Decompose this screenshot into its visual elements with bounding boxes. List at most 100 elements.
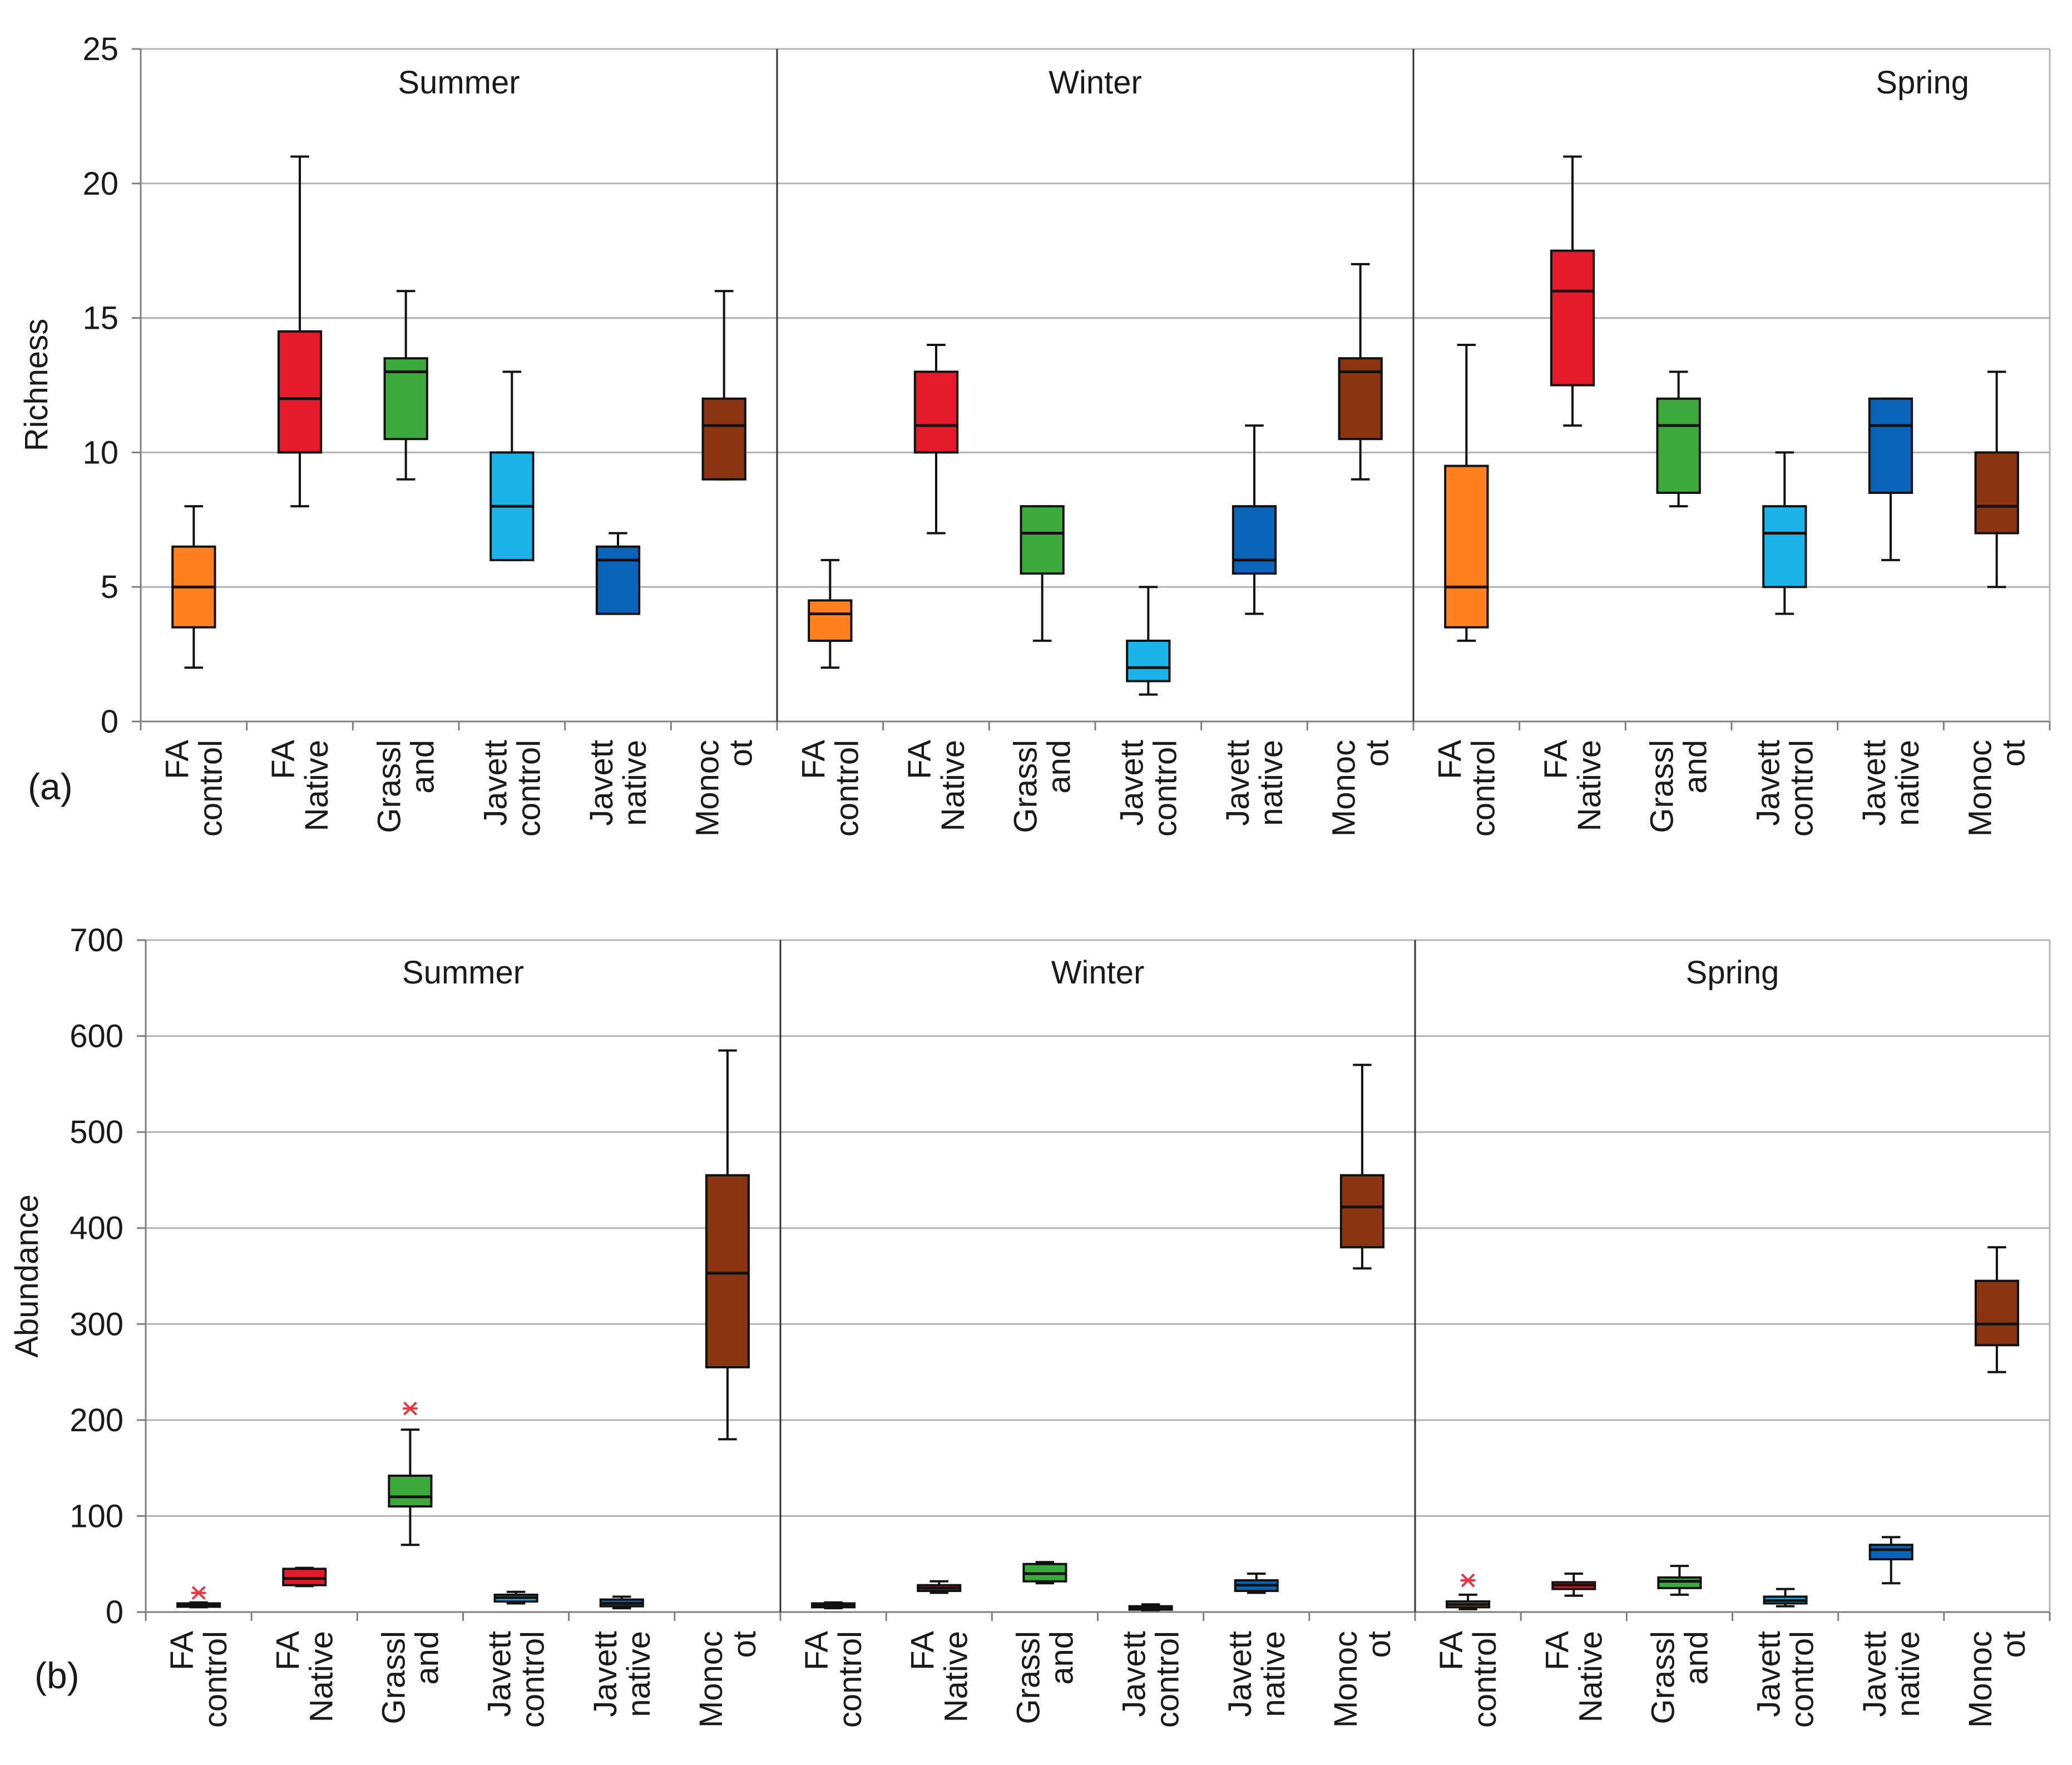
category-label: ot [1996,1631,2032,1658]
box [1339,1174,1384,1249]
y-tick-label: 10 [82,434,118,471]
category-label: native [1255,1631,1292,1717]
category-label: Native [1571,740,1608,831]
box [1126,639,1171,683]
panel-label: (a) [28,766,73,807]
category-label: Grassl [1645,1631,1681,1724]
category-label: ot [1996,740,2032,767]
category-label: FA [1539,1631,1575,1670]
category-label: FA [1538,740,1574,779]
category-label: ot [723,740,759,767]
y-tick-label: 5 [101,569,118,605]
category-label: FA [265,740,301,779]
category-label: Javett [1750,740,1786,826]
category-label: Javett [477,740,513,826]
y-tick-label: 0 [101,704,118,740]
category-label: Grassl [1010,1631,1046,1724]
category-label: control [829,740,865,837]
category-label: control [511,740,547,837]
box [705,1174,750,1368]
category-label: Grassl [372,740,408,833]
category-label: native [1890,740,1926,826]
category-label: Javett [1116,1631,1153,1717]
y-tick-label: 200 [70,1402,123,1438]
season-title: Summer [398,65,520,101]
season-title: Winter [1051,955,1145,991]
category-label: Monoc [1326,740,1362,837]
y-axis-title: Richness [18,319,55,452]
box [1444,464,1489,629]
category-label: and [1041,740,1077,794]
outlier-marker [403,1401,418,1416]
y-tick-label: 600 [70,1019,123,1055]
category-label: Monoc [1962,1631,1999,1728]
y-tick-label: 0 [106,1594,123,1630]
category-label: Javett [1220,740,1256,826]
season-title: Spring [1686,955,1779,991]
y-tick-label: 100 [70,1498,123,1534]
category-label: Monoc [1328,1631,1364,1728]
box [388,1474,433,1508]
category-label: control [1465,740,1501,837]
season-title: Summer [402,955,524,991]
category-label: Grassl [1008,740,1044,833]
category-label: Native [935,740,971,831]
category-label: Javett [482,1631,518,1717]
category-label: Javett [1222,1631,1258,1717]
box [595,545,641,615]
y-tick-label: 20 [82,166,118,202]
y-axis-title: Abundance [9,1194,45,1357]
box [277,330,323,454]
category-label: Javett [1751,1631,1787,1717]
category-label: native [1253,740,1289,826]
category-label: control [1784,1631,1821,1728]
outlier-marker [191,1586,206,1600]
category-label: FA [1432,740,1468,779]
category-label: FA [270,1631,306,1670]
box [1657,1576,1702,1589]
box [1762,505,1807,589]
category-label: control [515,1631,551,1728]
category-label: Native [938,1631,974,1722]
category-label: Grassl [375,1631,412,1724]
category-label: Native [299,740,335,831]
category-label: native [617,740,653,826]
category-label: FA [1433,1631,1470,1670]
category-label: Javett [1856,740,1892,826]
abundance-panel: 0 100 200 300 400 500 600 700 Abundance (b) Summer… [9,922,2051,1728]
category-label: native [621,1631,657,1717]
box [701,397,746,481]
box [913,370,959,454]
category-label: and [1678,740,1714,794]
category-label: FA [164,1631,200,1670]
box [282,1568,327,1586]
category-label: ot [1359,740,1396,767]
y-tick-label: 15 [82,300,118,337]
category-label: and [409,1631,445,1685]
category-label: FA [904,1631,941,1670]
category-label: Javett [1857,1631,1893,1717]
season-title: Spring [1876,65,1969,101]
y-tick-label: 400 [70,1210,123,1247]
category-label: ot [1361,1631,1397,1658]
category-label: Monoc [1962,740,1999,837]
box [1974,1279,2019,1347]
season-title: Winter [1049,65,1142,101]
category-label: Monoc [693,1631,729,1728]
category-label: native [1890,1631,1926,1717]
category-label: Javett [587,1631,624,1717]
category-label: ot [726,1631,763,1658]
category-label: Javett [583,740,620,826]
box [1974,451,2019,535]
category-label: Grassl [1644,740,1680,833]
category-label: and [1678,1631,1714,1685]
y-tick-label: 25 [82,31,118,67]
box [808,599,853,642]
category-label: control [197,1631,234,1728]
box [1020,505,1065,575]
category-label: control [832,1631,868,1728]
category-label: control [1147,740,1183,837]
box [1868,1544,1913,1561]
